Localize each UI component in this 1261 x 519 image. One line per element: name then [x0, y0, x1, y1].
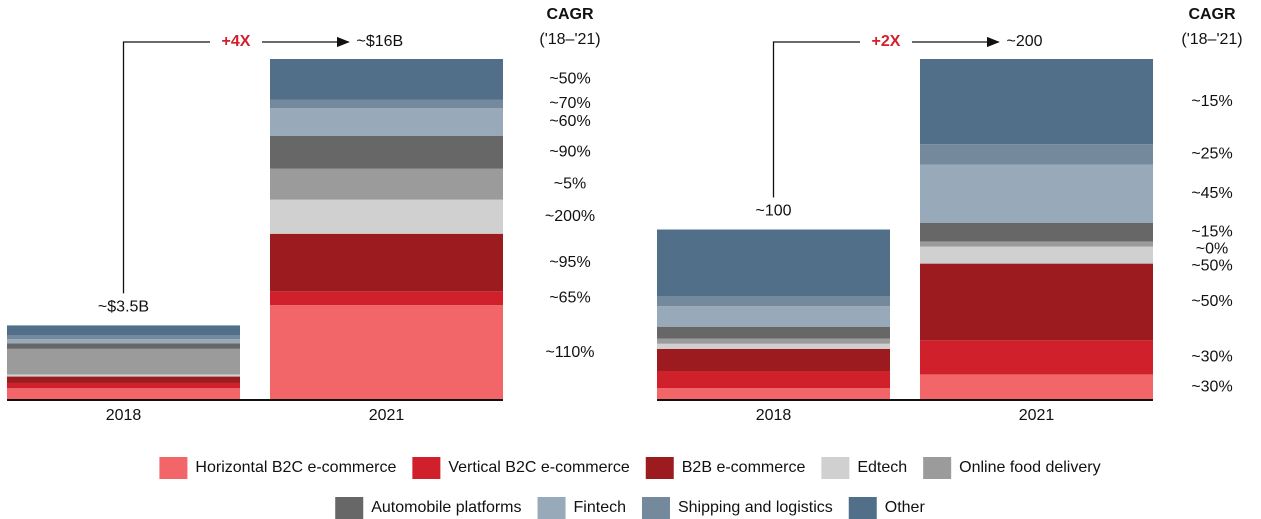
x-tick-label: 2018	[756, 407, 792, 424]
x-tick-label: 2018	[106, 407, 142, 424]
cagr-label: ~5%	[554, 175, 586, 192]
bar-segment	[7, 334, 240, 340]
cagr-label: ~70%	[549, 95, 590, 112]
growth-bg	[210, 32, 262, 52]
cagr-label: ~110%	[545, 344, 594, 361]
bar-segment	[657, 371, 890, 389]
bar-segment	[7, 343, 240, 349]
growth-arrow	[122, 36, 350, 294]
bar-segment	[270, 168, 503, 200]
growth-bg	[860, 32, 912, 52]
cagr-label: ~60%	[549, 113, 590, 130]
legend-swatch	[335, 497, 364, 519]
bar-segment	[657, 306, 890, 327]
bar-segment	[270, 108, 503, 136]
bar-segment	[920, 374, 1153, 400]
bar-segment	[657, 229, 890, 296]
cagr-label: ~50%	[1191, 257, 1232, 274]
bar-segment	[657, 343, 890, 349]
cagr-label: ~50%	[1191, 293, 1232, 310]
bar-segment	[7, 339, 240, 344]
cagr-subtitle: ('18–'21)	[539, 31, 600, 48]
bar-segment	[7, 376, 240, 383]
bar-segment	[657, 338, 890, 344]
bar-segment	[270, 305, 503, 400]
legend-swatch	[645, 457, 674, 479]
legend-swatch	[821, 457, 850, 479]
cagr-title: CAGR	[546, 6, 594, 23]
legend-label: Online food delivery	[959, 459, 1100, 476]
legend-label: Automobile platforms	[371, 499, 521, 516]
bar-segment	[270, 99, 503, 109]
bar-segment	[7, 325, 240, 335]
total-label: ~200	[1007, 33, 1043, 50]
bar-segment	[920, 144, 1153, 165]
bar-segment	[920, 340, 1153, 375]
legend-label: Horizontal B2C e-commerce	[195, 459, 396, 476]
bar-segment	[657, 388, 890, 400]
total-label: ~$16B	[357, 33, 404, 50]
bar-segment	[7, 374, 240, 377]
cagr-label: ~0%	[1196, 240, 1228, 257]
bar-segment	[657, 295, 890, 307]
bar-segment	[270, 59, 503, 100]
cagr-label: ~90%	[549, 143, 590, 160]
cagr-label: ~30%	[1191, 349, 1232, 366]
bar-segment	[270, 135, 503, 169]
legend-label: Edtech	[857, 459, 907, 476]
growth-arrow	[772, 36, 1000, 198]
bar-segment	[7, 388, 240, 400]
legend-label: Shipping and logistics	[678, 499, 833, 516]
legend-swatch	[537, 497, 566, 519]
legend-swatch	[412, 457, 441, 479]
legend-label: Fintech	[574, 499, 626, 516]
cagr-label: ~15%	[1191, 223, 1232, 240]
bar-segment	[7, 348, 240, 375]
bar-segment	[7, 382, 240, 389]
bar-segment	[920, 164, 1153, 223]
bar-segment	[920, 263, 1153, 341]
growth-label: +2X	[872, 33, 901, 50]
x-tick-label: 2021	[1019, 407, 1055, 424]
bar-segment	[657, 326, 890, 339]
x-tick-label: 2021	[369, 407, 405, 424]
legend-label: Vertical B2C e-commerce	[448, 459, 629, 476]
cagr-label: ~95%	[549, 254, 590, 271]
legend-swatch	[641, 497, 670, 519]
bar-segment	[920, 222, 1153, 242]
growth-label: +4X	[222, 33, 251, 50]
legend-label: Other	[885, 499, 926, 516]
cagr-subtitle: ('18–'21)	[1181, 31, 1242, 48]
cagr-label: ~45%	[1191, 185, 1232, 202]
legend-swatch	[848, 497, 877, 519]
bar-segment	[920, 246, 1153, 264]
legend-swatch	[923, 457, 952, 479]
bar-segment	[270, 199, 503, 234]
legend-swatch	[159, 457, 188, 479]
bar-segment	[920, 241, 1153, 247]
cagr-label: ~65%	[549, 289, 590, 306]
legend-label: B2B e-commerce	[682, 459, 806, 476]
total-label: ~$3.5B	[98, 299, 149, 316]
cagr-label: ~25%	[1191, 146, 1232, 163]
cagr-label: ~50%	[549, 70, 590, 87]
cagr-title: CAGR	[1188, 6, 1236, 23]
bar-segment	[920, 59, 1153, 145]
total-label: ~100	[755, 203, 791, 220]
cagr-label: ~15%	[1191, 93, 1232, 110]
bar-segment	[270, 233, 503, 292]
bar-segment	[657, 348, 890, 372]
bar-segment	[270, 291, 503, 306]
cagr-label: ~30%	[1191, 378, 1232, 395]
cagr-label: ~200%	[545, 208, 595, 225]
